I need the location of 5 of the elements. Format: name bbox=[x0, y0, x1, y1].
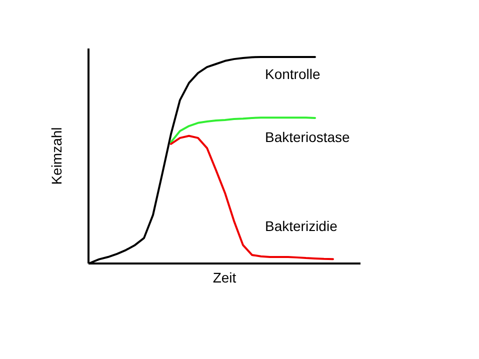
series-label: Bakteriostase bbox=[265, 129, 350, 145]
series-label: Bakterizidie bbox=[265, 218, 338, 234]
y-axis-title: Keimzahl bbox=[48, 127, 64, 185]
x-axis-title: Zeit bbox=[212, 270, 236, 286]
series-label: Kontrolle bbox=[265, 66, 320, 82]
